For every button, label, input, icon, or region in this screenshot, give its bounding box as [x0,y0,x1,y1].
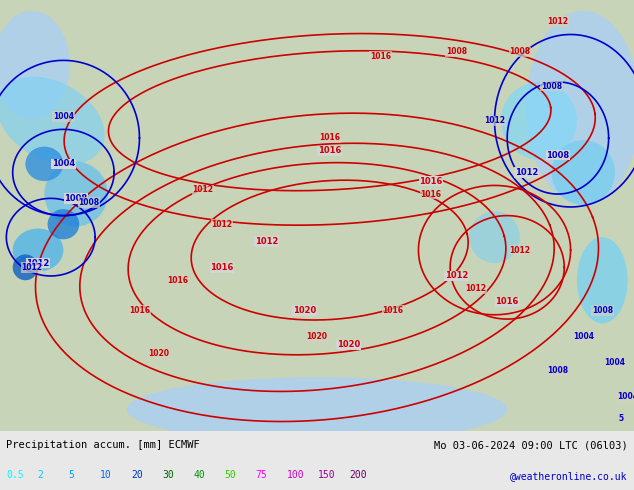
Text: 150: 150 [318,470,335,480]
Text: 1008: 1008 [65,194,87,203]
Text: 1012: 1012 [547,17,569,26]
Text: 1008: 1008 [446,47,467,56]
Text: 10: 10 [100,470,112,480]
Text: 1016: 1016 [382,306,404,315]
Text: 40: 40 [193,470,205,480]
Text: 1020: 1020 [293,306,316,315]
Ellipse shape [501,82,577,160]
Text: 1012: 1012 [192,185,214,194]
Text: 1012: 1012 [445,271,468,280]
Text: 1012: 1012 [465,284,486,294]
Ellipse shape [577,237,628,323]
Ellipse shape [0,76,105,165]
Ellipse shape [13,228,63,271]
Text: 1016: 1016 [129,306,150,315]
Text: 1008: 1008 [547,151,569,160]
Text: 1020: 1020 [337,341,360,349]
Text: 2: 2 [37,470,43,480]
Text: 50: 50 [224,470,236,480]
Text: @weatheronline.co.uk: @weatheronline.co.uk [510,471,628,481]
Text: 1004: 1004 [573,332,594,341]
Text: Mo 03-06-2024 09:00 LTC (06l03): Mo 03-06-2024 09:00 LTC (06l03) [434,440,628,450]
Text: 20: 20 [131,470,143,480]
Ellipse shape [44,162,108,226]
Ellipse shape [25,147,63,181]
Text: 1004: 1004 [617,392,634,401]
Text: 1016: 1016 [496,297,519,306]
Text: 30: 30 [162,470,174,480]
Ellipse shape [526,11,634,205]
Text: 5: 5 [619,414,624,423]
Text: 1004: 1004 [53,112,74,121]
Text: 1016: 1016 [210,263,233,272]
Text: 1012: 1012 [21,263,42,272]
Ellipse shape [127,377,507,442]
FancyBboxPatch shape [0,0,634,431]
Text: 1008: 1008 [547,367,569,375]
Text: 1012: 1012 [255,237,278,246]
Text: 1008: 1008 [509,47,531,56]
Text: 1020: 1020 [306,332,328,341]
Text: 1004: 1004 [604,358,626,367]
Text: 1012: 1012 [515,168,538,177]
Text: 1016: 1016 [420,176,443,186]
Text: 100: 100 [287,470,304,480]
Text: Precipitation accum. [mm] ECMWF: Precipitation accum. [mm] ECMWF [6,440,200,450]
Text: 1016: 1016 [420,190,442,198]
Text: 5: 5 [68,470,75,480]
Ellipse shape [48,209,79,239]
Text: 1020: 1020 [148,349,169,358]
Text: 75: 75 [256,470,268,480]
Text: 1012: 1012 [484,116,505,125]
Text: 1016: 1016 [370,51,391,61]
Text: 1012: 1012 [27,259,49,268]
Text: 1008: 1008 [541,82,562,91]
Text: 1016: 1016 [319,133,340,143]
Text: 200: 200 [349,470,367,480]
Text: 1008: 1008 [78,198,100,207]
Text: 1012: 1012 [509,245,531,255]
Ellipse shape [469,211,520,263]
Text: 1016: 1016 [318,147,341,155]
Ellipse shape [552,140,615,205]
Ellipse shape [0,11,70,119]
Ellipse shape [13,254,38,280]
Text: 1016: 1016 [167,276,188,285]
Text: 1012: 1012 [211,220,233,229]
Text: 1004: 1004 [52,159,75,169]
Text: 0.5: 0.5 [6,470,24,480]
Text: 1008: 1008 [592,306,613,315]
